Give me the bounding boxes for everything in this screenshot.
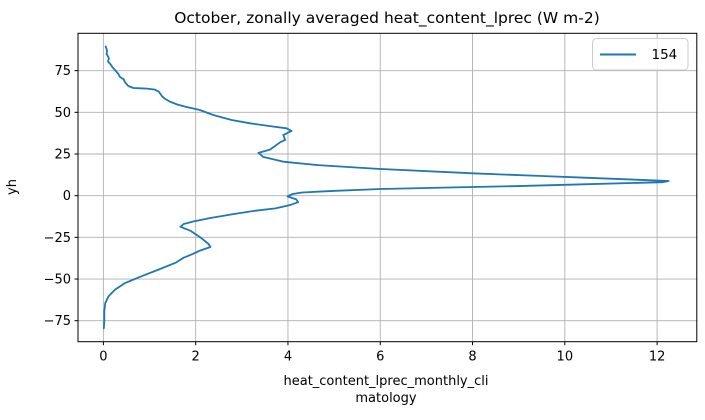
- y-tick-label: 50: [54, 106, 71, 121]
- y-tick-label: 75: [54, 64, 71, 79]
- x-tick-label: 10: [557, 350, 574, 365]
- x-tick-labels: 0 2 4 6 8 10 12: [99, 350, 665, 365]
- y-tick-label: 25: [54, 147, 71, 162]
- y-tick-label: −50: [44, 273, 71, 288]
- legend-label: 154: [652, 47, 678, 63]
- x-axis-label-line2: matology: [355, 391, 416, 406]
- series-line-154: [102, 45, 670, 330]
- plot-border: [77, 32, 698, 343]
- x-axis-label-line1: heat_content_lprec_monthly_cli: [283, 374, 488, 389]
- x-tick-label: 0: [99, 350, 107, 365]
- y-tick-label: −25: [44, 231, 71, 246]
- y-axis-label: yh: [5, 179, 20, 195]
- grid-lines: [78, 33, 697, 342]
- y-tick-label: −75: [44, 314, 71, 329]
- y-tick-labels: 75 50 25 0 −25 −50 −75: [44, 64, 71, 329]
- x-tick-label: 2: [192, 350, 200, 365]
- x-tick-label: 6: [376, 350, 384, 365]
- legend: 154: [592, 38, 689, 71]
- x-tick-label: 4: [284, 350, 292, 365]
- axis-ticks: [74, 70, 658, 346]
- x-tick-label: 12: [649, 350, 666, 365]
- legend-box: [592, 38, 689, 71]
- y-tick-label: 0: [63, 189, 71, 204]
- x-tick-label: 8: [468, 350, 476, 365]
- chart-title: October, zonally averaged heat_content_l…: [174, 9, 600, 28]
